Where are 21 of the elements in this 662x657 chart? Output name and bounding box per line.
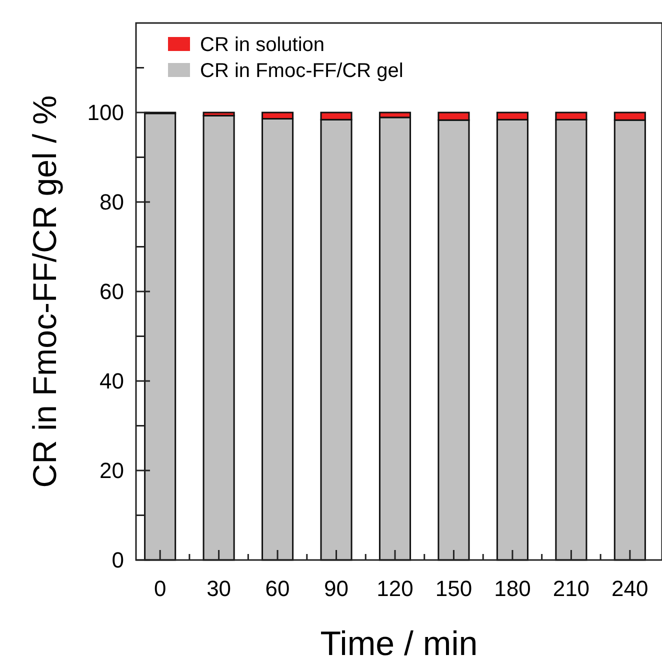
y-tick-label: 100 (87, 100, 124, 126)
y-tick-label: 80 (100, 190, 124, 215)
x-tick-label: 150 (435, 576, 472, 601)
x-tick-label: 180 (494, 576, 531, 601)
y-tick-label: 0 (112, 548, 124, 573)
y-tick-label: 40 (100, 368, 124, 394)
x-tick-label: 90 (324, 576, 349, 601)
x-tick-label: 0 (154, 576, 166, 601)
x-tick-label: 30 (206, 576, 232, 601)
x-axis-title: Time / min (320, 625, 478, 657)
legend-label: CR in Fmoc-FF/CR gel (200, 60, 404, 82)
bar (144, 112, 176, 561)
x-tick-label: 240 (612, 576, 648, 601)
bar (202, 114, 235, 561)
legend-label: CR in solution (200, 34, 325, 56)
y-axis-title: CR in Fmoc-FF/CR gel / % (26, 95, 63, 488)
x-tick-label: 120 (376, 576, 414, 601)
y-tick-label: 60 (100, 279, 124, 304)
x-tick-label: 210 (552, 576, 590, 601)
y-tick-label: 20 (100, 458, 124, 484)
x-tick-label: 60 (265, 576, 290, 601)
